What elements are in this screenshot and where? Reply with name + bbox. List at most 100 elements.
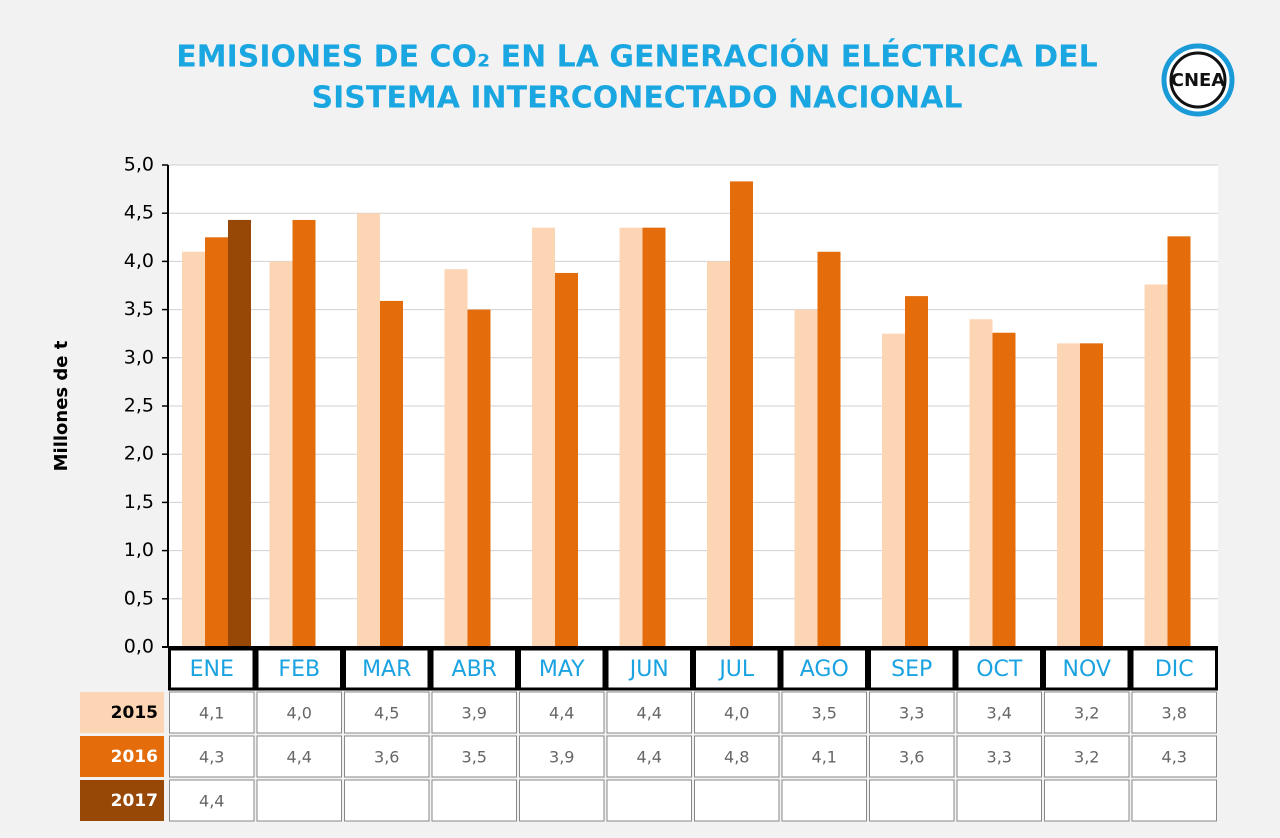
table-cell xyxy=(1131,691,1217,734)
bar xyxy=(642,227,666,647)
y-tick-label: 3,5 xyxy=(124,298,154,320)
x-tick-label: MAY xyxy=(539,657,585,682)
table-value: 3,3 xyxy=(987,748,1012,767)
bar xyxy=(1167,236,1191,647)
table-cell xyxy=(344,779,430,822)
table-value: 4,4 xyxy=(287,748,312,767)
table-cell xyxy=(781,735,867,778)
y-tick-label: 4,5 xyxy=(124,202,154,224)
y-tick-label: 2,5 xyxy=(124,395,154,417)
y-tick-label: 2,0 xyxy=(124,443,154,465)
y-tick-label: 1,0 xyxy=(124,539,154,561)
x-tick-label: SEP xyxy=(891,657,932,682)
table-value: 4,4 xyxy=(637,748,662,767)
logo-text: CNEA xyxy=(1171,70,1226,91)
bar xyxy=(292,219,316,647)
category-cell xyxy=(780,647,868,691)
table-cell xyxy=(519,691,605,734)
table-value: 3,2 xyxy=(1074,748,1099,767)
category-cell xyxy=(868,647,956,691)
table-cell xyxy=(431,691,517,734)
table-cell xyxy=(519,779,605,822)
legend-label: 2017 xyxy=(111,791,158,811)
table-cell xyxy=(956,735,1042,778)
table-value: 3,6 xyxy=(899,748,924,767)
table-value: 4,0 xyxy=(287,704,312,723)
category-cell xyxy=(1043,647,1131,691)
x-tick-label: FEB xyxy=(278,657,320,682)
logo-ring xyxy=(1169,51,1227,109)
bar xyxy=(1144,284,1168,647)
table-cell xyxy=(694,779,780,822)
table-cell xyxy=(1044,691,1130,734)
bar xyxy=(1080,343,1103,647)
category-cell xyxy=(343,647,431,691)
table-value: 4,4 xyxy=(549,704,574,723)
x-tick-label: AGO xyxy=(800,657,849,682)
table-cell xyxy=(694,691,780,734)
category-cell xyxy=(693,647,781,691)
x-tick-label: NOV xyxy=(1063,657,1111,682)
table-value: 3,3 xyxy=(899,704,924,723)
table-cell xyxy=(169,691,255,734)
y-tick-label: 0,0 xyxy=(124,636,154,658)
table-cell xyxy=(606,779,692,822)
table-value: 4,1 xyxy=(812,748,837,767)
table-cell xyxy=(869,691,955,734)
table-value: 3,2 xyxy=(1074,704,1099,723)
bar xyxy=(269,261,293,647)
table-cell xyxy=(781,691,867,734)
bar xyxy=(882,333,905,647)
bar xyxy=(992,332,1016,647)
table-value: 4,1 xyxy=(199,704,224,723)
logo: CNEA xyxy=(1161,43,1235,117)
category-cell xyxy=(1130,647,1218,691)
category-cell xyxy=(168,647,256,691)
bar xyxy=(905,296,928,647)
table-cell xyxy=(781,779,867,822)
table-cell xyxy=(256,779,342,822)
bar xyxy=(817,251,841,647)
y-tick-label: 1,5 xyxy=(124,491,154,513)
table-value: 3,5 xyxy=(462,748,487,767)
table-value: 4,3 xyxy=(199,748,224,767)
table-cell xyxy=(1131,779,1217,822)
table-value: 3,6 xyxy=(374,748,399,767)
table-cell xyxy=(869,779,955,822)
bar xyxy=(205,237,228,648)
y-axis-title: Millones de t xyxy=(51,340,72,471)
legend-label: 2015 xyxy=(111,703,158,723)
table-cell xyxy=(256,735,342,778)
bar xyxy=(555,272,578,647)
table-cell xyxy=(1044,735,1130,778)
logo-ring xyxy=(1161,43,1235,117)
bar xyxy=(228,219,251,647)
bar xyxy=(794,309,818,647)
bar xyxy=(380,300,403,647)
table-value: 3,5 xyxy=(812,704,837,723)
x-tick-label: MAR xyxy=(362,657,411,682)
table-cell xyxy=(606,735,692,778)
table-cell xyxy=(869,735,955,778)
legend-swatch xyxy=(80,780,164,821)
table-cell xyxy=(256,691,342,734)
table-value: 3,9 xyxy=(549,748,574,767)
y-tick-label: 5,0 xyxy=(124,154,154,176)
bar xyxy=(357,213,380,647)
category-cell xyxy=(430,647,518,691)
legend-swatch xyxy=(80,692,164,733)
chart-title: EMISIONES DE CO₂ EN LA GENERACIÓN ELÉCTR… xyxy=(176,38,1098,75)
table-cell xyxy=(956,779,1042,822)
bar xyxy=(969,319,993,647)
table-value: 4,5 xyxy=(374,704,399,723)
table-cell xyxy=(694,735,780,778)
table-cell xyxy=(1131,735,1217,778)
bar xyxy=(182,251,205,647)
x-tick-label: JUL xyxy=(717,657,755,682)
table-value: 3,4 xyxy=(987,704,1012,723)
x-tick-label: ABR xyxy=(452,657,497,682)
table-cell xyxy=(1044,779,1130,822)
table-cell xyxy=(169,779,255,822)
category-cell xyxy=(955,647,1043,691)
legend-swatch xyxy=(80,736,164,777)
